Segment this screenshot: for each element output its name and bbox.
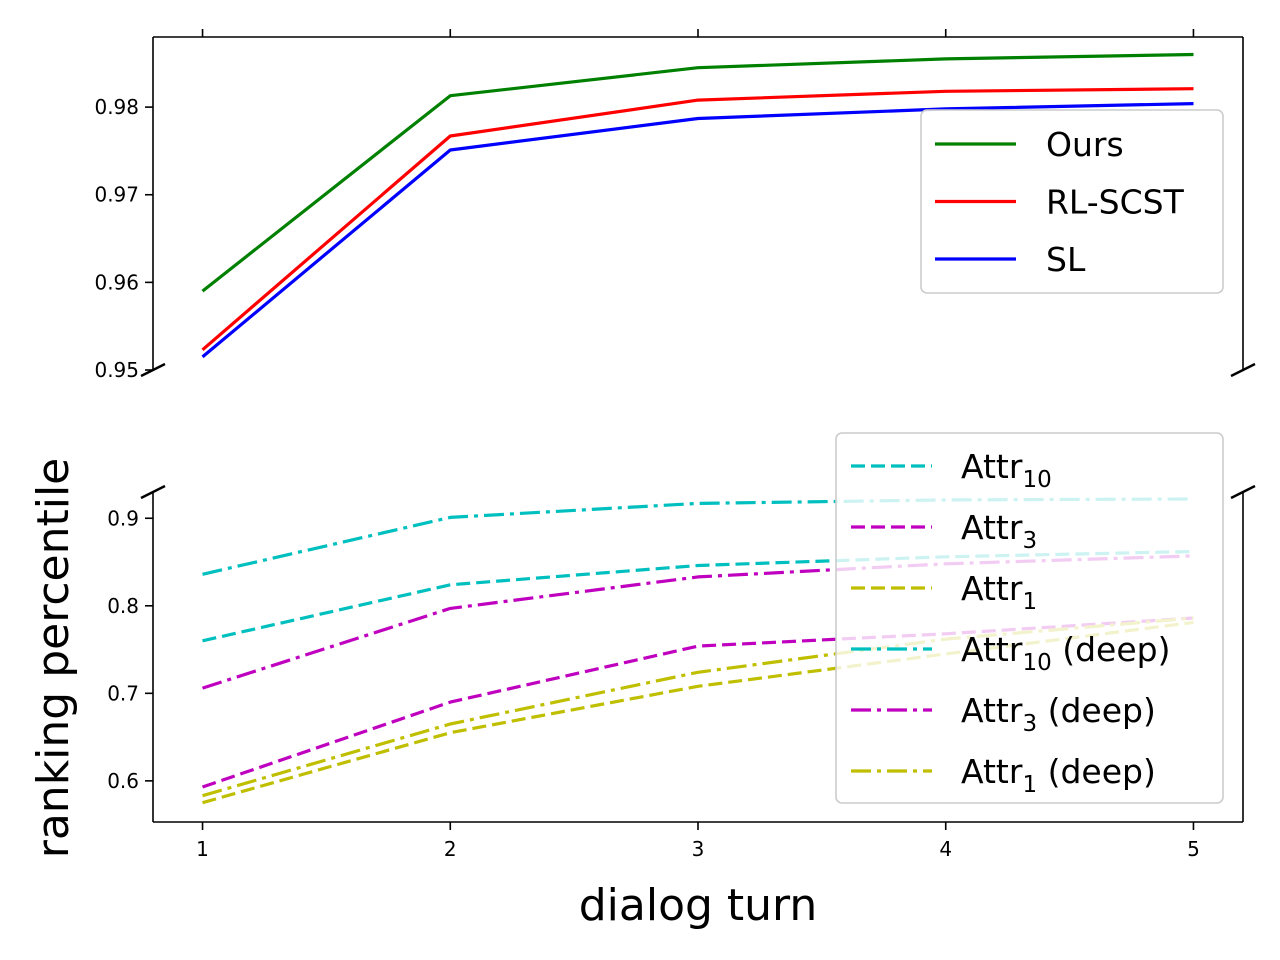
top-panel: 0.95 0.96 0.97 0.98 Ours RL-SCST SL [94, 29, 1256, 382]
y-tick-label: 0.8 [107, 594, 139, 618]
y-tick-label: 0.98 [94, 95, 139, 119]
bottom-panel-y-ticks: 0.6 0.7 0.8 0.9 [107, 506, 153, 793]
legend-label-subscript: 3 [1022, 711, 1037, 737]
x-tick-label: 4 [939, 837, 952, 861]
bottom-panel-x-ticks: 1 2 3 4 5 [196, 822, 1200, 861]
legend-label-top-2: SL [1046, 240, 1086, 279]
legend-label-bottom-2: Attr1 [961, 569, 1037, 615]
series-line-top-2 [201, 102, 1194, 359]
x-tick-label: 3 [692, 837, 705, 861]
axis-break-mark-top-left [140, 362, 166, 378]
top-legend: Ours RL-SCST SL [920, 109, 1224, 294]
x-tick-label: 2 [444, 837, 457, 861]
top-panel-y-ticks: 0.95 0.96 0.97 0.98 [94, 95, 153, 382]
y-tick-label: 0.9 [107, 506, 139, 530]
legend-label-subscript: 1 [1022, 772, 1037, 798]
top-panel-x-ticks [201, 29, 1195, 37]
y-tick-label: 0.97 [94, 183, 139, 207]
legend-label-name: Attr [961, 569, 1023, 608]
y-tick-label: 0.6 [107, 769, 139, 793]
legend-label-bottom-3: Attr10 (deep) [961, 630, 1170, 676]
legend-label-name: Attr [961, 447, 1023, 486]
legend-label-suffix: (deep) [1037, 752, 1156, 791]
x-tick-label: 1 [196, 837, 209, 861]
legend-label-bottom-1: Attr3 [961, 508, 1037, 554]
bottom-legend-frame [835, 432, 1224, 804]
legend-label-subscript: 10 [1022, 650, 1051, 676]
legend-label-bottom-4: Attr3 (deep) [961, 691, 1156, 737]
legend-label-name: Ours [1046, 125, 1124, 164]
series-line-top-1 [201, 87, 1194, 352]
series-line-top-0 [201, 52, 1194, 293]
legend-label-name: Attr [961, 752, 1023, 791]
legend-label-top-1: RL-SCST [1046, 183, 1185, 222]
legend-label-subscript: 10 [1022, 467, 1051, 493]
legend-label-suffix: (deep) [1052, 630, 1171, 669]
y-tick-label: 0.7 [107, 681, 139, 705]
legend-label-name: RL-SCST [1046, 183, 1185, 222]
y-axis-label: ranking percentile [28, 458, 79, 859]
legend-label-subscript: 3 [1022, 528, 1037, 554]
y-tick-label: 0.96 [94, 270, 139, 294]
x-axis-label: dialog turn [579, 880, 818, 931]
legend-label-top-0: Ours [1046, 125, 1124, 164]
legend-label-name: SL [1046, 240, 1086, 279]
legend-label-name: Attr [961, 508, 1023, 547]
top-panel-series [201, 52, 1194, 359]
legend-label-bottom-0: Attr10 [961, 447, 1052, 493]
legend-label-subscript: 1 [1022, 589, 1037, 615]
axis-break-mark-top-right [1230, 362, 1256, 378]
axis-break-mark-bottom-left [140, 484, 166, 500]
legend-label-name: Attr [961, 630, 1023, 669]
axis-break-mark-bottom-right [1230, 484, 1256, 500]
legend-label-bottom-5: Attr1 (deep) [961, 752, 1156, 798]
top-legend-frame [920, 109, 1224, 294]
y-tick-label: 0.95 [94, 358, 139, 382]
legend-label-name: Attr [961, 691, 1023, 730]
x-tick-label: 5 [1187, 837, 1200, 861]
legend-label-suffix: (deep) [1037, 691, 1156, 730]
